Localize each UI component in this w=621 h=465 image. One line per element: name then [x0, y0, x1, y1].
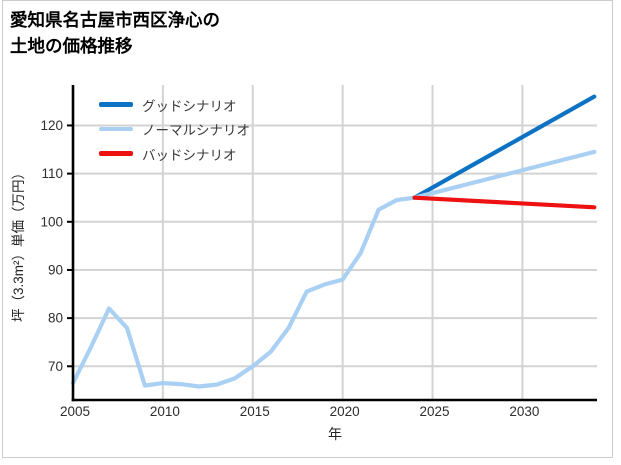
chart-title-line1: 愛知県名古屋市西区浄心の — [10, 10, 220, 30]
legend-item-good: グッドシナリオ — [99, 96, 250, 114]
legend-item-normal: ノーマルシナリオ — [99, 121, 250, 138]
x-tick-label-2025: 2025 — [419, 404, 449, 419]
x-tick-label-2005: 2005 — [60, 404, 90, 419]
chart-title: 愛知県名古屋市西区浄心の 土地の価格推移 — [10, 7, 220, 59]
x-axis-title: 年 — [328, 426, 342, 442]
x-tick-label-2010: 2010 — [150, 404, 180, 419]
y-tick-label-100: 100 — [40, 214, 63, 229]
good-scenario-line-swatch — [99, 102, 133, 107]
legend-item-bad: バッドシナリオ — [99, 145, 250, 163]
x-tick-label-2020: 2020 — [330, 404, 360, 419]
y-tick-label-90: 90 — [48, 262, 63, 277]
legend-label-good: グッドシナリオ — [142, 98, 237, 114]
normal-line — [412, 149, 597, 200]
y-tick-label-70: 70 — [48, 359, 63, 374]
y-tick-label-120: 120 — [40, 118, 63, 133]
x-tick-label-2015: 2015 — [240, 404, 270, 419]
y-tick-label-110: 110 — [41, 166, 63, 181]
legend-label-normal: ノーマルシナリオ — [142, 123, 250, 138]
image-frame — [2, 0, 613, 458]
good-line — [412, 94, 597, 200]
normal-scenario-line-swatch — [99, 126, 133, 132]
bad-line — [412, 195, 597, 210]
chart-legend: グッドシナリオ ノーマルシナリオ バッドシナリオ — [99, 96, 250, 170]
legend-label-bad: バッドシナリオ — [142, 147, 237, 163]
bad-scenario-line-swatch — [99, 151, 133, 156]
chart-title-line2: 土地の価格推移 — [10, 36, 133, 56]
y-tick-label-80: 80 — [48, 311, 63, 326]
x-tick-label-2030: 2030 — [509, 404, 539, 419]
historical-line — [70, 195, 417, 389]
